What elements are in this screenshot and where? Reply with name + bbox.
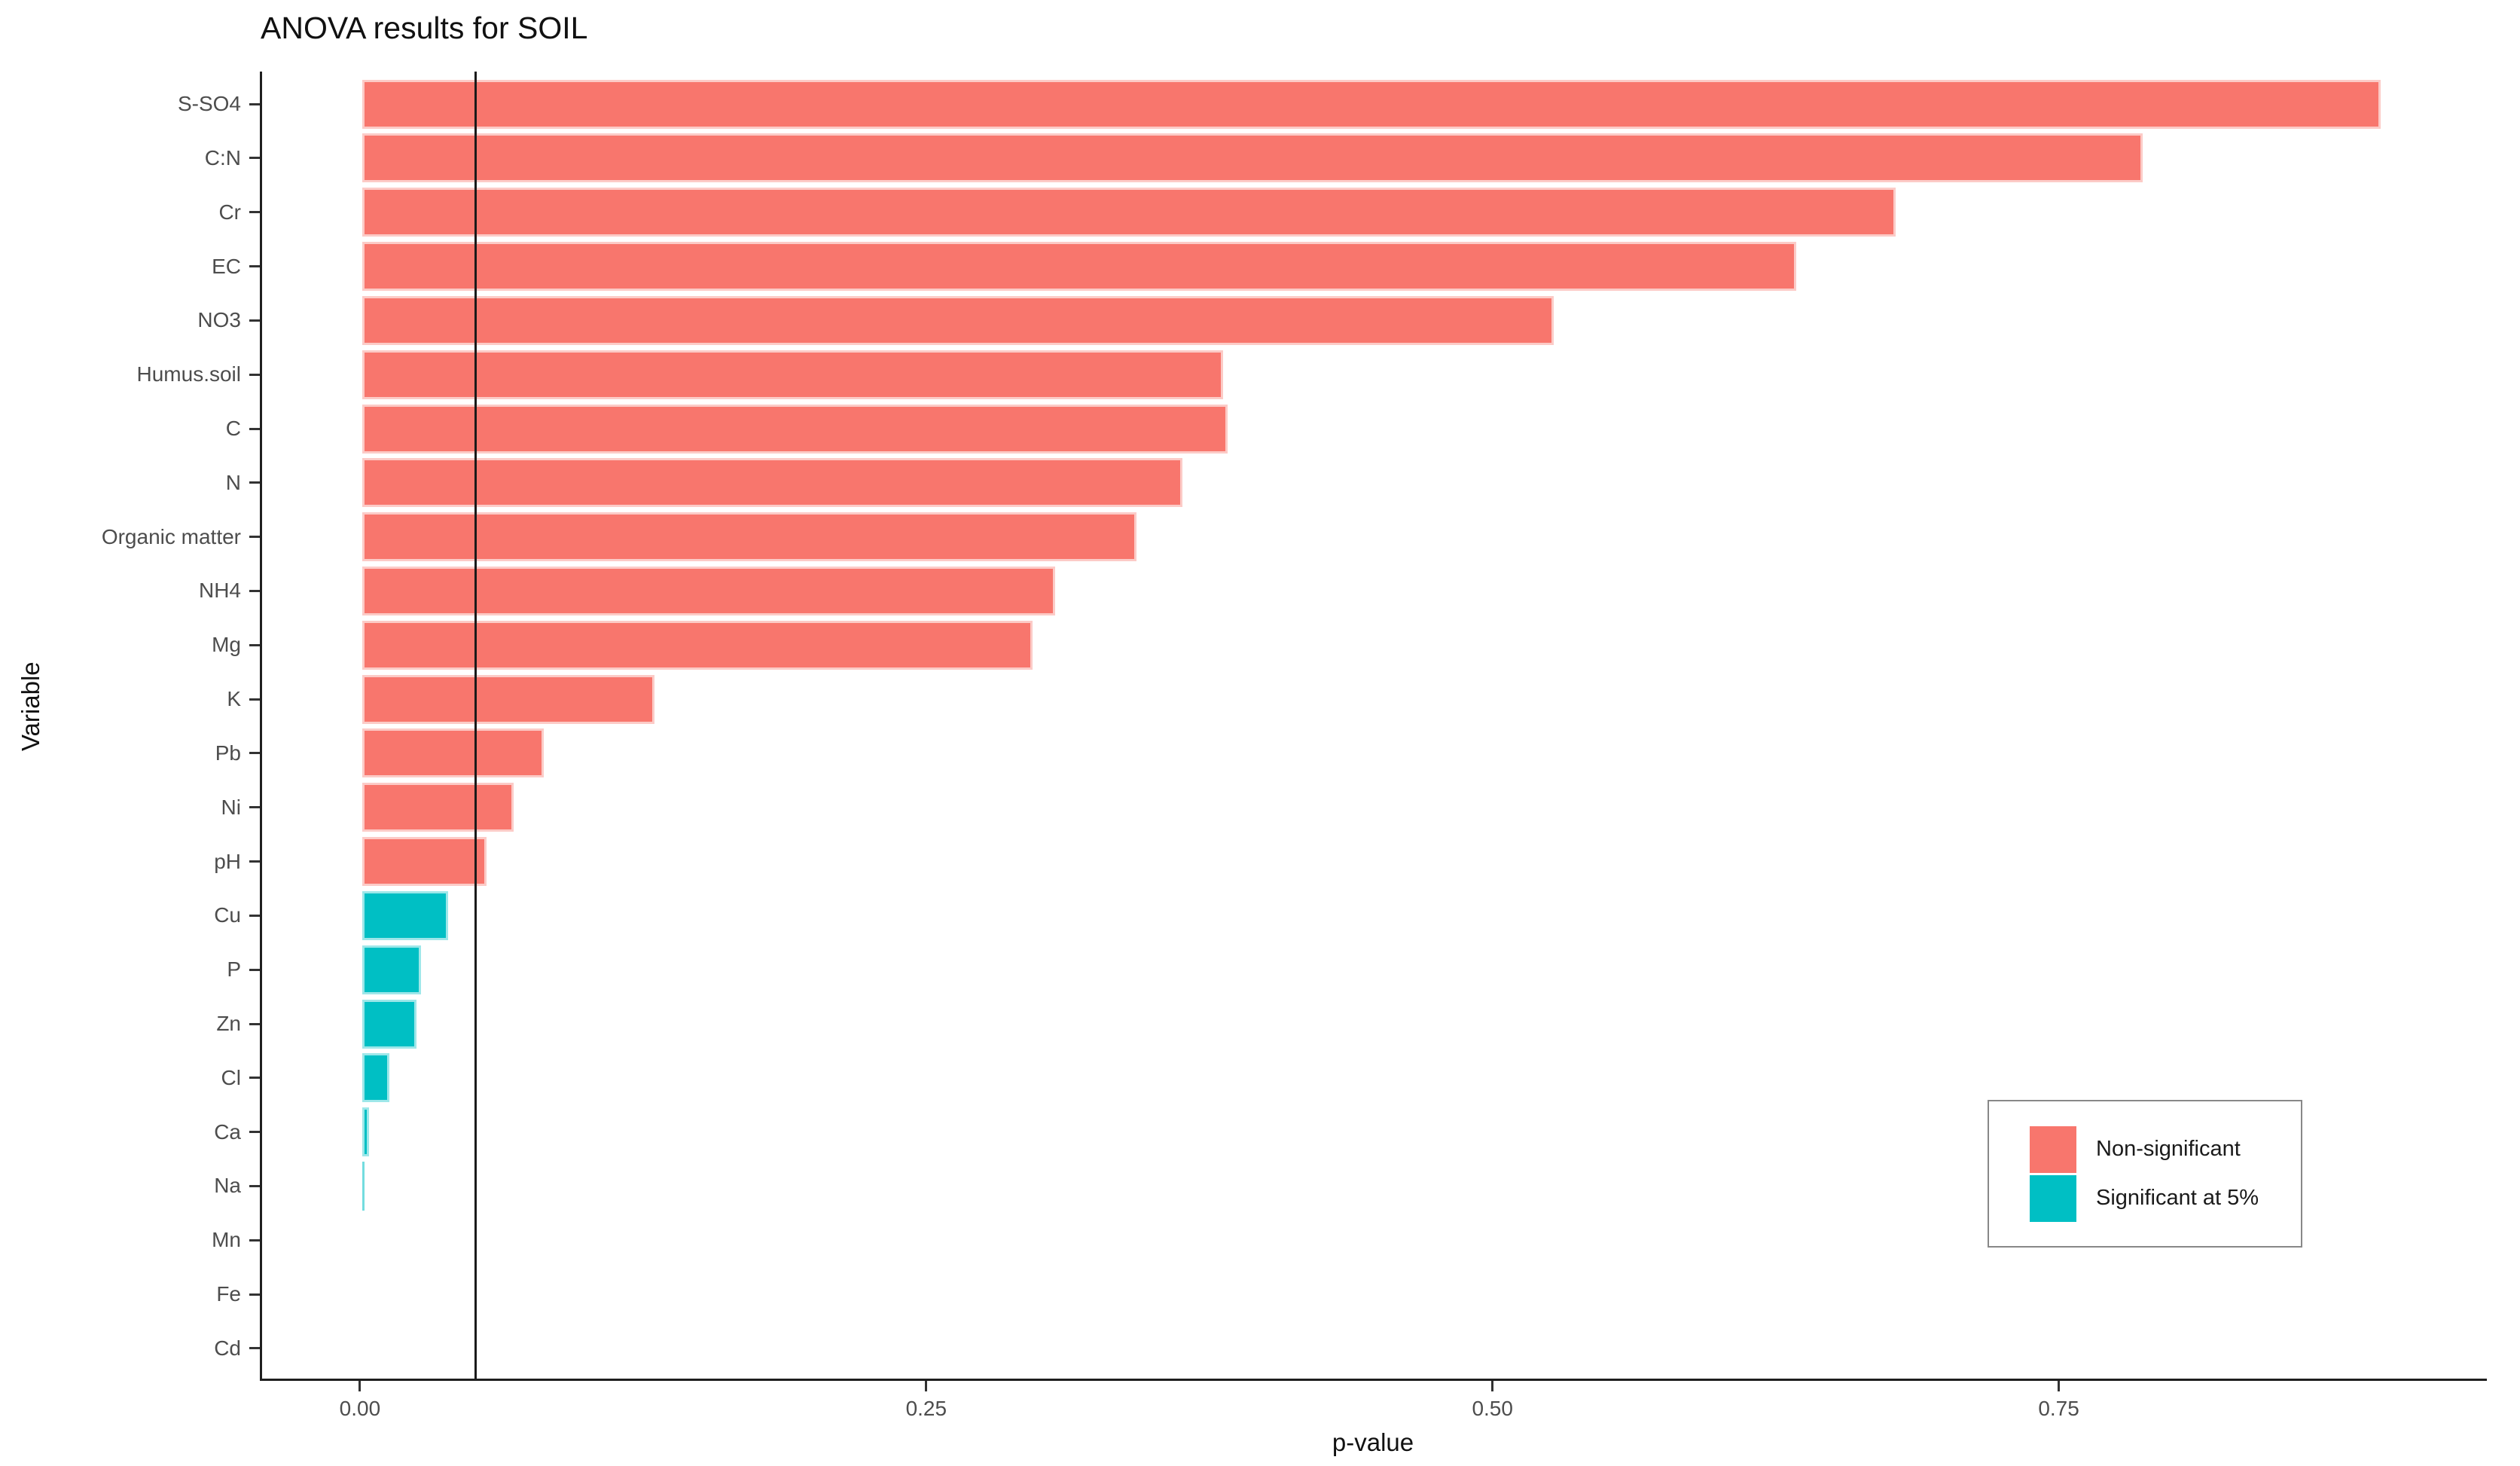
x-tick-mark [2058,1381,2061,1391]
y-tick-mark [249,481,260,484]
x-tick-mark [925,1381,928,1391]
y-tick-mark [249,1131,260,1134]
y-tick-mark [249,211,260,214]
y-tick-mark [249,698,260,701]
y-tick-label: Na [214,1174,241,1198]
bar-ec [362,242,1796,292]
legend-row-non-significant: Non-significant [2030,1125,2301,1174]
y-tick-mark [249,102,260,105]
legend-swatch-non-significant [2030,1125,2076,1173]
bar-ph [362,837,487,887]
significance-line [474,72,477,1379]
bar-c-n [362,133,2143,183]
y-tick-label: C [225,417,241,440]
legend-row-significant: Significant at 5% [2030,1174,2301,1223]
y-tick-label: Cu [214,903,241,927]
y-tick-mark [249,752,260,755]
bar-zn [362,999,417,1049]
y-tick-label: S-SO4 [177,92,241,116]
legend-swatch-significant [2030,1174,2076,1222]
y-tick-label: Mg [212,633,241,657]
plot-panel [260,72,2487,1381]
bar-cu [362,890,449,940]
bar-cr [362,188,1896,237]
y-tick-label: Cd [214,1336,241,1360]
x-tick-mark [1491,1381,1494,1391]
bar-n [362,458,1182,508]
y-tick-label: Mn [212,1228,241,1252]
y-tick-mark [249,806,260,809]
y-tick-label: N [225,470,241,494]
y-tick-mark [249,536,260,539]
y-tick-mark [249,643,260,646]
bar-cl [362,1053,389,1103]
y-tick-mark [249,1238,260,1242]
y-tick-label: NO3 [197,308,241,332]
bar-p [362,945,422,994]
y-tick-label: Organic matter [101,524,241,548]
x-tick-label: 0.75 [2038,1397,2079,1420]
y-tick-label: NH4 [198,579,241,603]
legend-label-significant: Significant at 5% [2096,1186,2259,1210]
bar-humus-soil [362,350,1223,399]
y-tick-label: Zn [216,1012,241,1035]
y-tick-mark [249,319,260,322]
y-tick-label: EC [212,254,241,278]
chart-title: ANOVA results for SOIL [261,11,588,45]
y-tick-label: Cl [221,1065,241,1089]
bar-no3 [362,295,1554,345]
bar-ni [362,783,514,832]
y-tick-label: Ca [214,1119,241,1144]
y-tick-mark [249,157,260,160]
y-tick-mark [249,860,260,863]
y-tick-label: Pb [215,741,241,765]
y-tick-mark [249,1022,260,1025]
y-tick-mark [249,265,260,268]
bar-c [362,404,1228,454]
y-tick-label: Fe [216,1282,241,1306]
bar-s-so4 [362,79,2381,129]
x-tick-label: 0.00 [339,1397,381,1420]
bar-organic-matter [362,512,1137,562]
y-tick-label: Humus.soil [136,362,241,386]
x-tick-label: 0.50 [1472,1397,1513,1420]
y-tick-label: C:N [204,145,241,170]
bar-na [362,1161,365,1211]
y-tick-label: K [227,687,241,711]
x-tick-mark [358,1381,362,1391]
y-tick-label: P [227,957,241,982]
legend-label-non-significant: Non-significant [2096,1137,2241,1161]
bar-k [362,674,654,724]
bar-mg [362,620,1033,670]
y-tick-mark [249,968,260,971]
y-tick-label: Cr [218,200,241,224]
y-tick-mark [249,589,260,592]
y-tick-mark [249,1077,260,1080]
y-tick-mark [249,427,260,430]
bar-pb [362,728,544,778]
x-axis-title: p-value [1332,1428,1414,1456]
y-tick-label: Ni [221,795,241,819]
x-tick-label: 0.25 [905,1397,947,1420]
bar-ca [362,1107,369,1157]
y-tick-mark [249,1184,260,1187]
y-tick-mark [249,1347,260,1350]
legend: Non-significant Significant at 5% [1988,1100,2302,1248]
y-tick-mark [249,914,260,917]
bar-nh4 [362,566,1056,615]
y-tick-label: pH [214,849,241,873]
y-tick-mark [249,1293,260,1296]
y-tick-mark [249,373,260,376]
